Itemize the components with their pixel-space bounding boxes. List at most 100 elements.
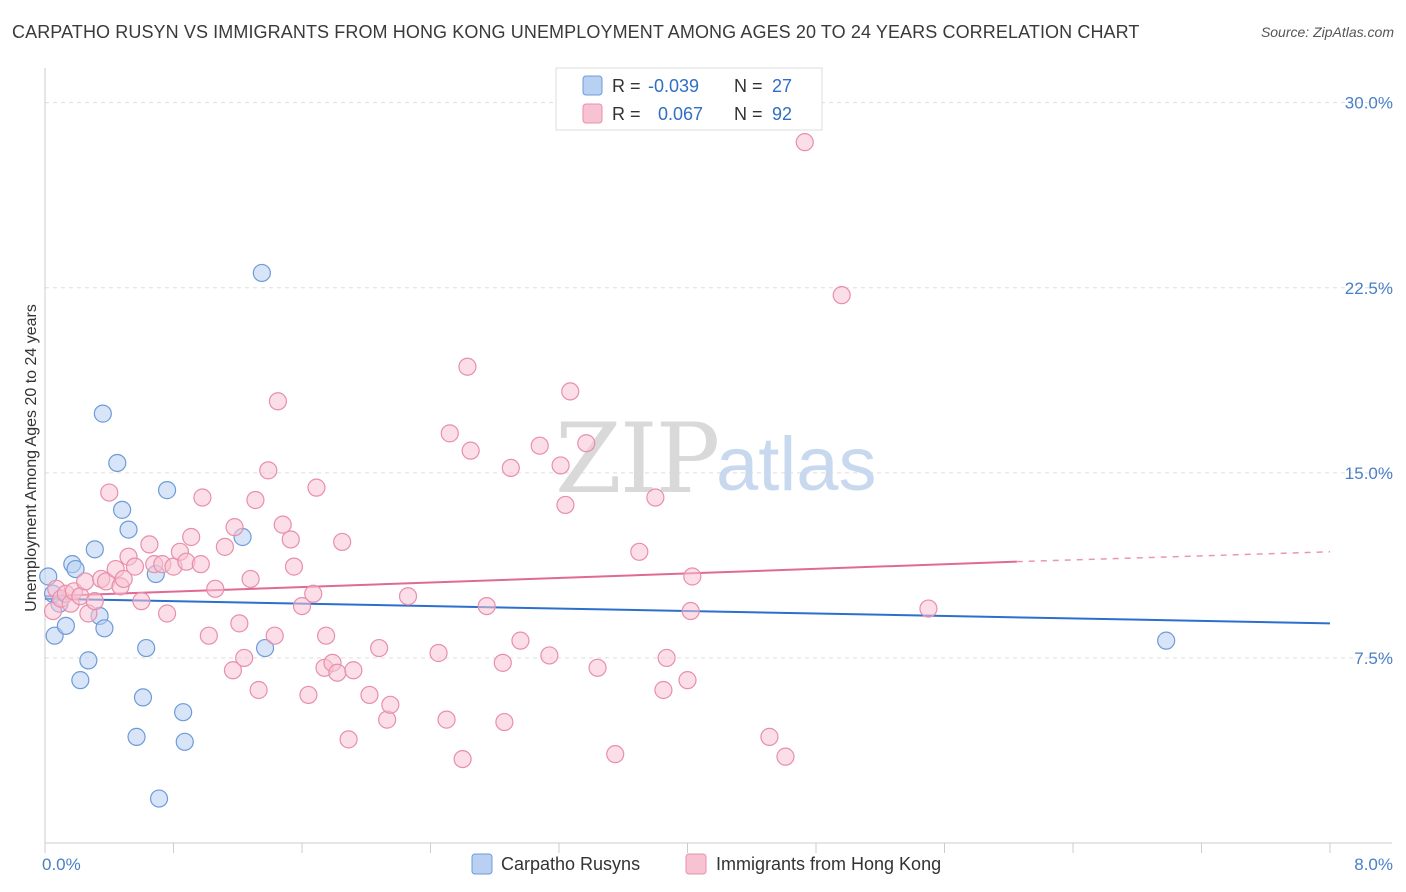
point-pink-47 xyxy=(304,584,323,603)
point-pink-54 xyxy=(339,730,358,749)
legend-n-label-pink: N = xyxy=(734,104,763,124)
point-pink-31 xyxy=(215,537,234,556)
point-pink-79 xyxy=(606,745,625,764)
point-pink-22 xyxy=(157,604,177,623)
point-pink-87 xyxy=(760,727,779,746)
point-pink-9 xyxy=(85,592,104,611)
point-pink-59 xyxy=(381,695,400,714)
y-tick-label-0: 7.5% xyxy=(1354,649,1393,668)
point-pink-35 xyxy=(235,648,254,668)
point-pink-69 xyxy=(495,712,514,732)
point-pink-41 xyxy=(268,392,288,411)
bottom-legend-label-pink: Immigrants from Hong Kong xyxy=(716,854,941,874)
x-tick-label-0: 0.0% xyxy=(42,855,81,874)
point-pink-74 xyxy=(551,456,570,475)
point-pink-53 xyxy=(333,532,352,552)
legend-n-label-blue: N = xyxy=(734,76,763,96)
point-pink-91 xyxy=(919,599,938,618)
point-blue-17 xyxy=(133,688,153,707)
point-pink-36 xyxy=(241,569,260,589)
point-pink-88 xyxy=(776,747,795,766)
legend-n-value-blue: 27 xyxy=(772,76,792,96)
point-pink-86 xyxy=(681,601,700,621)
point-blue-12 xyxy=(93,404,112,423)
point-pink-26 xyxy=(182,527,201,547)
data-points xyxy=(39,133,1176,808)
point-pink-72 xyxy=(530,436,549,455)
point-pink-60 xyxy=(398,587,418,606)
point-pink-44 xyxy=(284,557,304,576)
point-blue-7 xyxy=(71,671,90,690)
point-pink-80 xyxy=(630,542,649,561)
point-pink-12 xyxy=(100,483,119,502)
point-blue-14 xyxy=(112,500,132,519)
point-blue-11 xyxy=(95,619,114,638)
x-tick-labels: 0.0% 8.0% xyxy=(42,855,1393,874)
trend-line-pink-extension xyxy=(1016,551,1331,563)
point-pink-19 xyxy=(140,535,159,554)
x-tick-label-1: 8.0% xyxy=(1354,855,1393,874)
legend-r-label-blue: R = xyxy=(612,76,641,96)
point-pink-82 xyxy=(654,680,673,700)
point-pink-18 xyxy=(132,592,151,611)
bottom-legend-label-blue: Carpatho Rusyns xyxy=(501,854,640,874)
point-blue-25 xyxy=(252,263,271,283)
point-pink-42 xyxy=(273,515,292,534)
point-blue-4 xyxy=(56,616,75,635)
point-pink-57 xyxy=(370,638,389,658)
point-pink-27 xyxy=(191,555,210,574)
point-blue-9 xyxy=(85,540,104,559)
point-blue-22 xyxy=(174,703,193,722)
point-pink-75 xyxy=(556,495,575,515)
bottom-legend: Carpatho Rusyns Immigrants from Hong Kon… xyxy=(471,853,941,875)
point-pink-70 xyxy=(501,458,520,478)
point-pink-84 xyxy=(678,671,697,690)
point-pink-66 xyxy=(461,441,480,460)
bottom-legend-swatch-blue xyxy=(471,853,493,875)
point-blue-27 xyxy=(1157,631,1176,650)
point-pink-56 xyxy=(360,685,379,705)
legend-swatch-pink xyxy=(582,103,603,124)
point-pink-52 xyxy=(328,663,347,682)
point-pink-76 xyxy=(561,382,580,401)
legend-box: R = -0.039 N = 27 R = 0.067 N = 92 xyxy=(555,67,823,131)
watermark: ZIP atlas xyxy=(555,403,877,515)
point-pink-40 xyxy=(265,626,284,645)
point-blue-13 xyxy=(108,453,127,473)
point-pink-46 xyxy=(299,685,318,705)
bottom-legend-swatch-pink xyxy=(685,853,707,875)
point-pink-33 xyxy=(225,518,244,537)
point-pink-55 xyxy=(344,661,363,680)
point-pink-34 xyxy=(230,614,249,633)
point-pink-39 xyxy=(259,461,278,480)
point-pink-45 xyxy=(292,596,312,616)
y-tick-label-1: 15.0% xyxy=(1345,464,1393,483)
point-pink-62 xyxy=(437,710,456,729)
legend-n-value-pink: 92 xyxy=(772,104,792,124)
point-blue-20 xyxy=(149,789,169,808)
point-pink-37 xyxy=(246,490,265,510)
point-blue-15 xyxy=(119,520,138,539)
point-pink-63 xyxy=(440,424,459,443)
point-blue-21 xyxy=(157,481,177,500)
y-tick-label-3: 30.0% xyxy=(1345,94,1393,113)
point-pink-30 xyxy=(206,579,225,598)
y-tick-label-2: 22.5% xyxy=(1345,279,1393,298)
source-label: Source: ZipAtlas.com xyxy=(1260,24,1394,40)
point-pink-81 xyxy=(646,488,665,507)
point-pink-64 xyxy=(453,749,472,769)
legend-r-value-blue: -0.039 xyxy=(648,76,699,96)
point-pink-28 xyxy=(193,488,212,507)
point-pink-7 xyxy=(76,572,95,591)
point-pink-78 xyxy=(588,658,607,677)
point-pink-83 xyxy=(657,648,676,668)
y-axis-label: Unemployment Among Ages 20 to 24 years xyxy=(23,304,40,612)
point-pink-29 xyxy=(199,626,218,645)
y-tick-labels: 7.5% 15.0% 22.5% 30.0% xyxy=(1345,94,1393,668)
watermark-zip: ZIP xyxy=(555,403,718,515)
point-pink-48 xyxy=(307,478,326,497)
point-pink-73 xyxy=(540,646,559,665)
point-pink-85 xyxy=(683,567,702,586)
point-pink-17 xyxy=(125,557,145,576)
